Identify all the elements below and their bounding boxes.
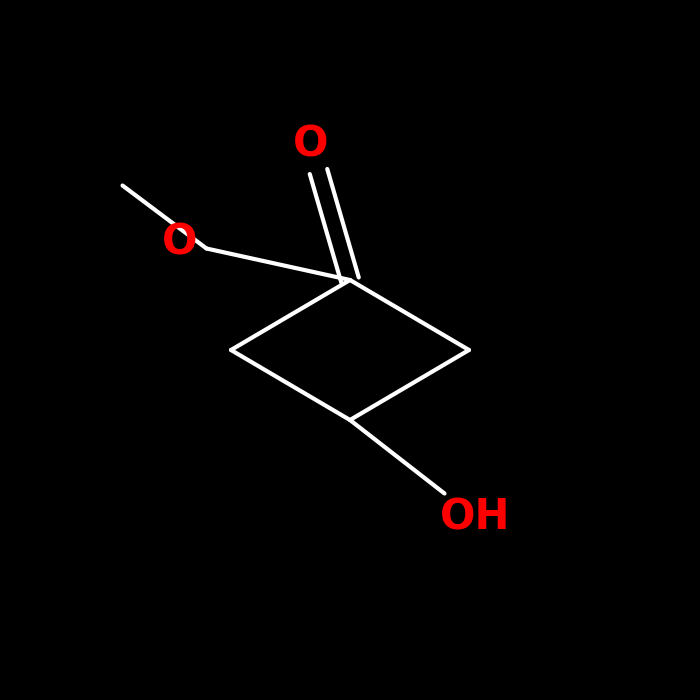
Text: O: O (162, 221, 197, 263)
Text: OH: OH (440, 496, 510, 538)
Text: O: O (293, 124, 328, 166)
